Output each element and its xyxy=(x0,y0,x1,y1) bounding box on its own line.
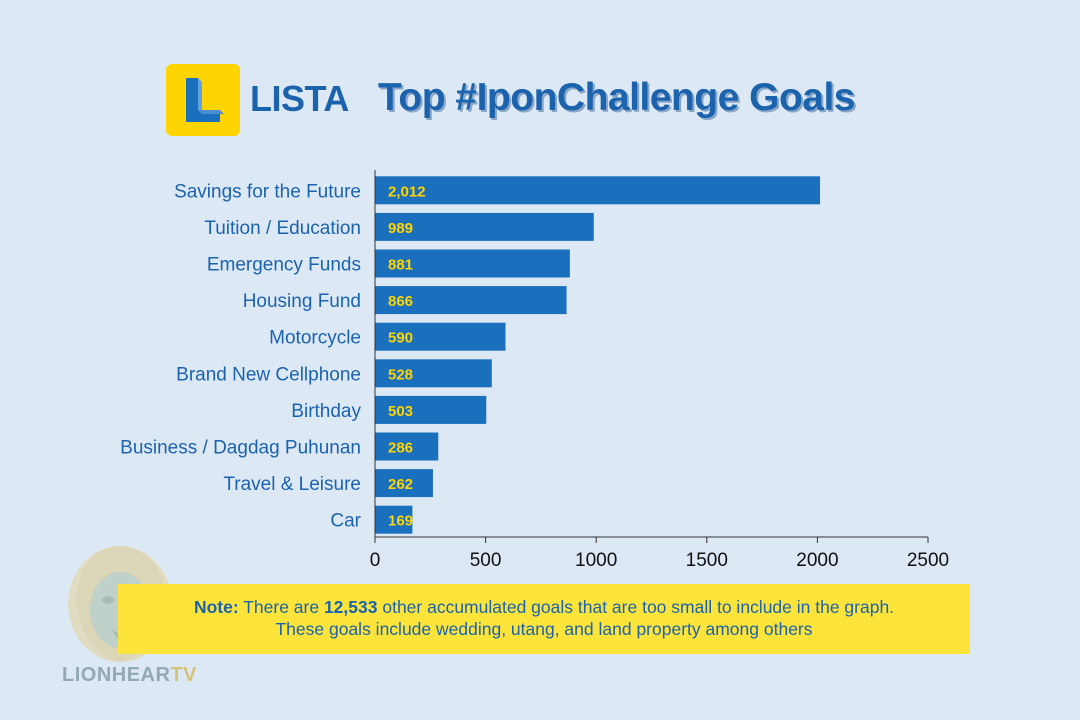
note-box: Note: There are 12,533 other accumulated… xyxy=(118,584,970,654)
value-label: 169 xyxy=(388,513,413,530)
category-label: Housing Fund xyxy=(243,291,361,312)
category-label: Motorcycle xyxy=(269,328,361,349)
bar xyxy=(375,212,594,241)
value-label: 503 xyxy=(388,403,413,420)
bar xyxy=(375,432,439,461)
x-tick-label: 2500 xyxy=(907,550,949,571)
value-label: 528 xyxy=(388,366,413,383)
category-label: Car xyxy=(330,511,361,532)
bar xyxy=(375,286,567,315)
bar xyxy=(375,469,433,498)
category-label: Emergency Funds xyxy=(207,255,361,276)
value-label: 262 xyxy=(388,476,413,493)
value-label: 989 xyxy=(388,220,413,237)
value-label: 2,012 xyxy=(388,183,426,200)
bar xyxy=(375,395,487,424)
bar xyxy=(375,505,413,534)
value-label: 286 xyxy=(388,440,413,457)
category-label: Travel & Leisure xyxy=(223,474,361,495)
x-tick-label: 2000 xyxy=(796,550,838,571)
lista-l-icon xyxy=(186,78,224,122)
lionheartv-watermark: LIONHEARTV xyxy=(62,664,198,686)
bar xyxy=(375,359,492,388)
bar xyxy=(375,249,570,278)
brand-name: LISTA xyxy=(250,78,349,119)
value-label: 866 xyxy=(388,293,413,310)
chart-title: Top #IponChallenge Goals xyxy=(378,76,856,119)
x-tick-label: 1000 xyxy=(575,550,617,571)
x-tick-label: 0 xyxy=(370,550,381,571)
category-label: Tuition / Education xyxy=(204,218,361,239)
category-label: Savings for the Future xyxy=(174,181,361,202)
value-label: 590 xyxy=(388,330,413,347)
x-tick-label: 1500 xyxy=(686,550,728,571)
lista-logo xyxy=(166,64,240,136)
note-line-2: These goals include wedding, utang, and … xyxy=(275,619,813,639)
value-label: 881 xyxy=(388,257,413,274)
x-tick-label: 500 xyxy=(470,550,502,571)
category-label: Birthday xyxy=(291,401,361,422)
header: LISTA Top #IponChallenge Goals xyxy=(166,64,926,138)
category-label: Business / Dagdag Puhunan xyxy=(120,438,361,459)
category-label: Brand New Cellphone xyxy=(176,364,361,385)
bar xyxy=(375,322,506,351)
bar xyxy=(375,176,821,205)
note-line-1: Note: There are 12,533 other accumulated… xyxy=(193,597,895,617)
